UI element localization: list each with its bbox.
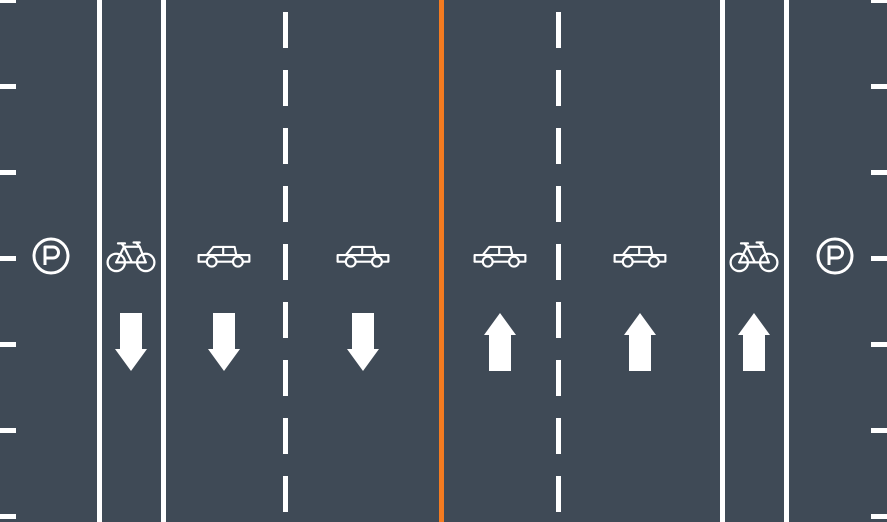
car-icon bbox=[471, 242, 529, 270]
edge-tick bbox=[871, 84, 887, 89]
direction-arrow-up bbox=[624, 313, 656, 371]
edge-tick bbox=[0, 342, 16, 347]
lane-car bbox=[195, 242, 253, 275]
lane-car bbox=[611, 242, 669, 275]
car-icon bbox=[611, 242, 669, 270]
lane-arrow bbox=[115, 313, 147, 376]
edge-tick bbox=[0, 170, 16, 175]
bike-icon bbox=[728, 239, 780, 273]
center-line bbox=[439, 0, 444, 522]
lane-arrow bbox=[738, 313, 770, 376]
edge-tick bbox=[871, 170, 887, 175]
lane-arrow bbox=[624, 313, 656, 376]
edge-tick bbox=[871, 514, 887, 519]
direction-arrow-up bbox=[484, 313, 516, 371]
lane-line-solid bbox=[784, 0, 789, 522]
car-icon bbox=[195, 242, 253, 270]
lane-bike bbox=[728, 239, 780, 278]
lane-line-solid bbox=[97, 0, 102, 522]
lane-bike bbox=[105, 239, 157, 278]
direction-arrow-down bbox=[347, 313, 379, 371]
lane-line-dashed bbox=[283, 0, 288, 522]
direction-arrow-down bbox=[208, 313, 240, 371]
car-icon bbox=[334, 242, 392, 270]
lane-parking bbox=[815, 236, 855, 281]
lane-arrow bbox=[208, 313, 240, 376]
lane-line-solid bbox=[720, 0, 725, 522]
parking-icon bbox=[31, 236, 71, 276]
parking-icon bbox=[815, 236, 855, 276]
direction-arrow-up bbox=[738, 313, 770, 371]
edge-tick bbox=[871, 342, 887, 347]
edge-tick bbox=[0, 514, 16, 519]
direction-arrow-down bbox=[115, 313, 147, 371]
lane-line-dashed bbox=[556, 0, 561, 522]
lane-parking bbox=[31, 236, 71, 281]
lane-arrow bbox=[347, 313, 379, 376]
bike-icon bbox=[105, 239, 157, 273]
edge-tick bbox=[0, 0, 16, 3]
edge-tick bbox=[0, 428, 16, 433]
edge-tick bbox=[0, 84, 16, 89]
lane-car bbox=[471, 242, 529, 275]
edge-tick bbox=[871, 0, 887, 3]
edge-tick bbox=[871, 256, 887, 261]
lane-arrow bbox=[484, 313, 516, 376]
lane-car bbox=[334, 242, 392, 275]
edge-tick bbox=[0, 256, 16, 261]
lane-line-solid bbox=[161, 0, 166, 522]
edge-tick bbox=[871, 428, 887, 433]
road-cross-section bbox=[0, 0, 887, 522]
